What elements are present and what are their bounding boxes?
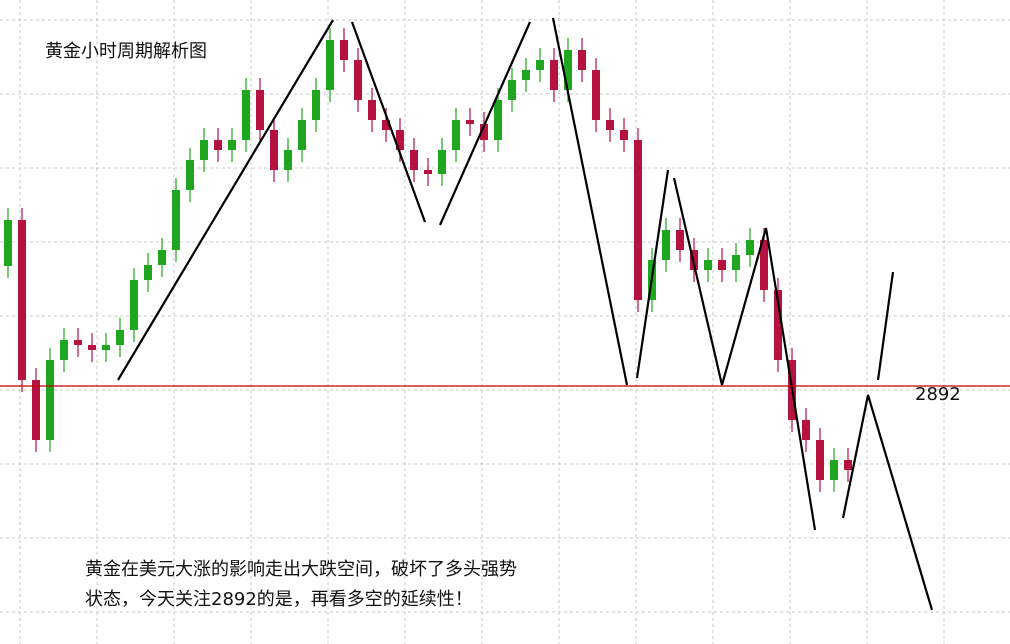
- candle-body: [214, 140, 222, 150]
- trend-lines: [117, 17, 934, 611]
- candles: [4, 28, 852, 492]
- candle-body: [158, 250, 166, 265]
- candle-body: [88, 345, 96, 350]
- candle-body: [186, 160, 194, 190]
- candle-body: [116, 330, 124, 345]
- candle-body: [718, 260, 726, 270]
- candle-body: [662, 230, 670, 260]
- trend-line: [438, 21, 532, 226]
- candle-body: [382, 120, 390, 130]
- candle-body: [802, 420, 810, 440]
- candle-body: [200, 140, 208, 160]
- candle-body: [704, 260, 712, 270]
- candle-body: [284, 150, 292, 170]
- candle-body: [536, 60, 544, 70]
- candle-body: [256, 90, 264, 130]
- candle-body: [760, 240, 768, 290]
- candle-body: [298, 120, 306, 150]
- candle-body: [172, 190, 180, 250]
- candle-body: [242, 90, 250, 140]
- candle-body: [144, 265, 152, 280]
- candle-body: [522, 70, 530, 80]
- annotation: 状态，今天关注2892的是，再看多空的延续性！: [85, 589, 473, 610]
- candle-body: [494, 100, 502, 140]
- trend-line: [551, 17, 629, 386]
- chart-title: 黄金小时周期解析图: [45, 41, 207, 62]
- candle-body: [550, 60, 558, 90]
- candle-body: [396, 130, 404, 150]
- candle-body: [228, 140, 236, 150]
- candle-body: [732, 255, 740, 270]
- candle-body: [452, 120, 460, 150]
- candle-body: [4, 220, 12, 266]
- candle-body: [46, 360, 54, 440]
- trend-line: [635, 169, 670, 379]
- candle-body: [270, 130, 278, 170]
- candle-body: [634, 140, 642, 300]
- candle-body: [18, 220, 26, 380]
- candle-body: [130, 280, 138, 330]
- candle-body: [480, 124, 488, 140]
- trend-line: [350, 21, 427, 223]
- candle-body: [410, 150, 418, 170]
- candle-body: [466, 120, 474, 124]
- candle-body: [774, 290, 782, 360]
- candle-body: [368, 100, 376, 120]
- candle-body: [830, 460, 838, 480]
- annotation: 黄金在美元大涨的影响走出大跌空间，破坏了多头强势: [85, 559, 517, 580]
- candle-body: [508, 80, 516, 100]
- candle-body: [340, 40, 348, 60]
- trend-line: [841, 394, 934, 611]
- candle-body: [606, 120, 614, 130]
- candle-body: [676, 230, 684, 250]
- candle-body: [60, 340, 68, 360]
- level-label: 2892: [915, 384, 961, 405]
- trend-line: [672, 177, 817, 531]
- candle-body: [312, 90, 320, 120]
- candle-body: [746, 240, 754, 255]
- candle-body: [326, 40, 334, 90]
- trend-line: [876, 271, 895, 381]
- candle-body: [438, 150, 446, 174]
- candle-body: [74, 340, 82, 345]
- candle-body: [564, 50, 572, 90]
- candle-body: [592, 70, 600, 120]
- candle-body: [844, 460, 852, 470]
- candle-body: [102, 345, 110, 350]
- candle-body: [32, 380, 40, 440]
- candle-body: [620, 130, 628, 140]
- candle-body: [424, 170, 432, 174]
- trend-line: [117, 19, 334, 381]
- candle-body: [578, 50, 586, 70]
- candle-body: [354, 60, 362, 100]
- candle-body: [816, 440, 824, 480]
